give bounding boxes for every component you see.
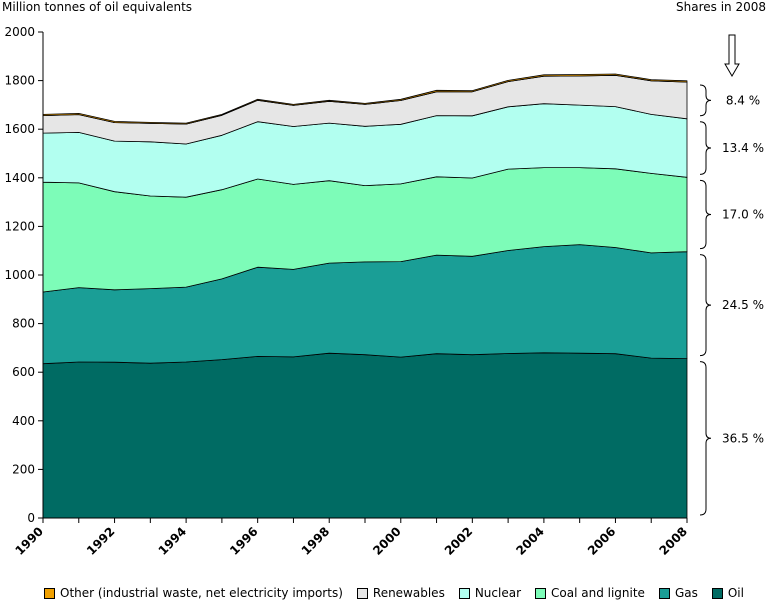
- legend-label-oil: Oil: [727, 586, 744, 600]
- legend-label-gas: Gas: [674, 586, 698, 600]
- x-tick-label: 1992: [84, 524, 118, 558]
- x-tick-label: 1990: [12, 524, 46, 558]
- y-tick-label: 400: [12, 414, 35, 428]
- x-tick-label: 1996: [227, 524, 261, 558]
- x-tick-label: 1994: [156, 524, 190, 558]
- legend-label-other: Other (industrial waste, net electricity…: [60, 586, 343, 600]
- legend-swatch-renewables: [356, 587, 368, 599]
- share-brace: [699, 254, 712, 357]
- stacked-area-chart: 0 200 400 600 800 1000 1200 1400 1600 1800 2000 199…: [4, 25, 764, 558]
- y-tick-label: 200: [12, 462, 35, 476]
- legend-swatch-gas: [658, 587, 670, 599]
- y-tick-label: 1600: [4, 122, 35, 136]
- y-tick-label: 0: [27, 511, 35, 525]
- legend: Other (industrial waste, net electricity…: [44, 586, 744, 600]
- down-arrow-icon: [724, 34, 740, 77]
- y-tick-label: 800: [12, 317, 35, 331]
- y-tick-label: 1000: [4, 268, 35, 282]
- legend-item-oil: Oil: [711, 586, 744, 600]
- legend-item-other: Other (industrial waste, net electricity…: [44, 586, 343, 600]
- share-brace: [699, 84, 712, 117]
- y-tick-label: 1200: [4, 219, 35, 233]
- legend-item-renewables: Renewables: [356, 586, 445, 600]
- legend-item-gas: Gas: [658, 586, 698, 600]
- legend-item-coal: Coal and lignite: [535, 586, 645, 600]
- legend-swatch-coal: [535, 587, 547, 599]
- share-label: 17.0 %: [722, 207, 764, 221]
- legend-label-nuclear: Nuclear: [474, 586, 522, 600]
- y-tick-label: 1800: [4, 74, 35, 88]
- x-tick-label: 1998: [299, 524, 333, 558]
- x-tick-label: 2002: [442, 524, 476, 558]
- y-tick-label: 2000: [4, 25, 35, 39]
- area-oil: [42, 352, 688, 519]
- share-label: 24.5 %: [722, 298, 764, 312]
- shares-title: Shares in 2008: [676, 0, 766, 14]
- legend-swatch-nuclear: [458, 587, 470, 599]
- area-other: [42, 73, 688, 125]
- share-brace: [699, 121, 712, 175]
- share-label: 8.4 %: [726, 93, 760, 107]
- share-label: 36.5 %: [722, 431, 764, 445]
- share-label: 13.4 %: [722, 141, 764, 155]
- y-tick-label: 600: [12, 365, 35, 379]
- share-brace: [699, 361, 712, 516]
- y-axis-title: Million tonnes of oil equivalents: [2, 0, 193, 14]
- legend-swatch-oil: [711, 587, 723, 599]
- x-tick-label: 2008: [656, 524, 690, 558]
- legend-label-renewables: Renewables: [372, 586, 445, 600]
- x-tick-label: 2006: [585, 524, 619, 558]
- x-tick-label: 2004: [513, 524, 547, 558]
- legend-label-coal: Coal and lignite: [551, 586, 645, 600]
- share-brace: [699, 179, 712, 250]
- y-tick-label: 1400: [4, 171, 35, 185]
- x-tick-label: 2000: [370, 524, 404, 558]
- legend-swatch-other: [44, 587, 55, 599]
- legend-item-nuclear: Nuclear: [458, 586, 522, 600]
